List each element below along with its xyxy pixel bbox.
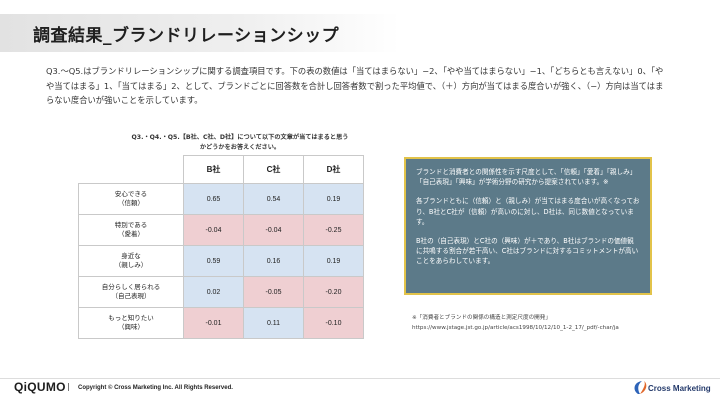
source-title: ※「消費者とブランドの関係の構造と測定尺度の開発」 xyxy=(412,315,551,321)
row-label-sub: （自己表現） xyxy=(111,293,151,300)
row-label: もっと知りたい （興味） xyxy=(78,307,184,339)
footer-separator: | xyxy=(67,382,70,391)
value-cell: 0.54 xyxy=(243,183,304,215)
row-label-main: 自分らしく居られる xyxy=(101,284,161,291)
row-label-main: もっと知りたい xyxy=(108,315,154,322)
cross-marketing-logo-icon xyxy=(634,381,647,394)
table-corner-cell xyxy=(78,155,184,184)
row-label-main: 特別である xyxy=(114,222,148,229)
row-label: 特別である （愛着） xyxy=(78,214,184,246)
value-cell: -0.04 xyxy=(243,214,304,246)
value-cell: 0.65 xyxy=(183,183,244,215)
row-label-main: 安心できる xyxy=(114,191,148,198)
copyright-text: Copyright © Cross Marketing Inc. All Rig… xyxy=(78,385,233,391)
row-label: 安心できる （信頼） xyxy=(78,183,184,215)
value-cell: -0.25 xyxy=(303,214,364,246)
value-cell: 0.19 xyxy=(303,183,364,215)
table-row: 自分らしく居られる （自己表現） 0.02 -0.05 -0.20 xyxy=(78,276,364,308)
row-label: 身近な （親しみ） xyxy=(78,245,184,277)
table-row: もっと知りたい （興味） -0.01 0.11 -0.10 xyxy=(78,307,364,339)
value-cell: 0.02 xyxy=(183,276,244,308)
table-row: 特別である （愛着） -0.04 -0.04 -0.25 xyxy=(78,214,364,246)
question-text: Q3.・Q4.・Q5.【B社、C社、D社】について以下の文章が当てはまると思う … xyxy=(100,133,380,152)
source-note: ※「消費者とブランドの関係の構造と測定尺度の開発」 https://www.js… xyxy=(412,313,712,333)
column-header-b: B社 xyxy=(183,155,244,184)
value-cell: -0.04 xyxy=(183,214,244,246)
value-cell: -0.01 xyxy=(183,307,244,339)
table-header-row: B社 C社 D社 xyxy=(78,155,364,184)
question-line-2: かどうかをお答えください。 xyxy=(199,143,281,151)
row-label-sub: （興味） xyxy=(118,324,144,331)
footer-divider xyxy=(0,378,720,379)
summary-callout: ブランドと消費者との関係性を示す尺度として、「信頼」「愛着」「親しみ」「自己表現… xyxy=(404,157,652,295)
value-cell: 0.59 xyxy=(183,245,244,277)
value-cell: 0.11 xyxy=(243,307,304,339)
source-link[interactable]: https://www.jstage.jst.go.jp/article/acs… xyxy=(412,325,619,331)
intro-text: Q3.～Q5.はブランドリレーションシップに関する調査項目です。下の表の数値は「… xyxy=(46,66,664,105)
question-line-1: Q3.・Q4.・Q5.【B社、C社、D社】について以下の文章が当てはまると思う xyxy=(131,134,349,141)
row-label-main: 身近な xyxy=(121,253,141,260)
title-bar xyxy=(0,14,400,52)
row-label: 自分らしく居られる （自己表現） xyxy=(78,276,184,308)
value-cell: 0.16 xyxy=(243,245,304,277)
value-cell: -0.05 xyxy=(243,276,304,308)
table-row: 安心できる （信頼） 0.65 0.54 0.19 xyxy=(78,183,364,215)
row-label-sub: （親しみ） xyxy=(114,262,148,269)
row-label-sub: （愛着） xyxy=(118,231,144,238)
value-cell: 0.19 xyxy=(303,245,364,277)
results-table: B社 C社 D社 安心できる （信頼） 0.65 0.54 0.19 特別である （愛着） -… xyxy=(78,155,364,339)
cross-marketing-logo-text: Cross Marketing xyxy=(648,384,711,393)
page-title: 調査結果_ブランドリレーションシップ xyxy=(33,26,340,46)
column-header-c: C社 xyxy=(243,155,304,184)
qiqumo-logo: QiQUMO xyxy=(14,380,66,394)
value-cell: -0.20 xyxy=(303,276,364,308)
column-header-d: D社 xyxy=(303,155,364,184)
callout-paragraph-1: ブランドと消費者との関係性を示す尺度として、「信頼」「愛着」「親しみ」「自己表現… xyxy=(416,168,637,187)
value-cell: -0.10 xyxy=(303,307,364,339)
callout-paragraph-2: 各ブランドともに（信頼）と（親しみ）が当てはまる度合いが高くなっており、B社とC… xyxy=(416,197,640,226)
table-row: 身近な （親しみ） 0.59 0.16 0.19 xyxy=(78,245,364,277)
row-label-sub: （信頼） xyxy=(118,200,144,207)
callout-paragraph-3: B社の（自己表現）とC社の（興味）が＋であり、B社はブランドの価値観に共鳴する割… xyxy=(416,237,639,266)
